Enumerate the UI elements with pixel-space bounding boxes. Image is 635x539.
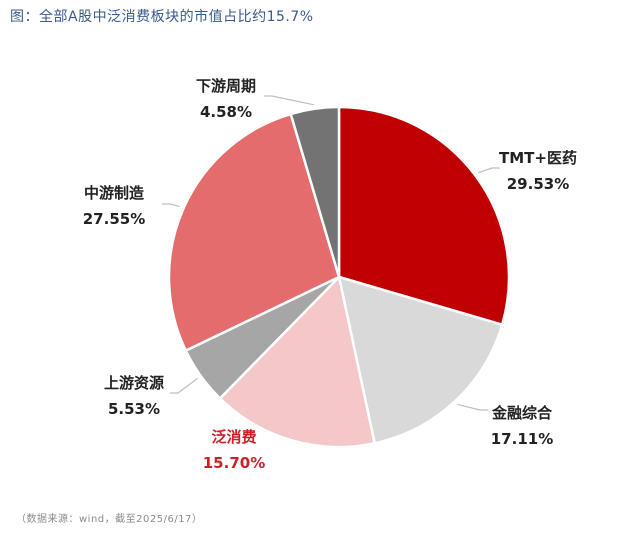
leader-line-6 xyxy=(264,95,315,106)
pie-slice-1 xyxy=(337,105,511,327)
leader-line-1 xyxy=(478,167,500,174)
leader-line-2 xyxy=(457,403,488,411)
slice-name-label: TMT+医药 xyxy=(499,149,577,167)
slice-name-label: 上游资源 xyxy=(104,374,164,392)
slice-name-label: 金融综合 xyxy=(491,404,553,422)
slice-name-label: 下游周期 xyxy=(196,77,256,95)
leader-line-5 xyxy=(162,203,181,208)
slice-value-label: 27.55% xyxy=(83,210,145,228)
slice-value-label: 5.53% xyxy=(108,400,160,418)
slice-value-label: 4.58% xyxy=(200,103,252,121)
pie-slice-5 xyxy=(167,112,341,353)
slice-value-label: 15.70% xyxy=(203,454,265,472)
pie-slices xyxy=(167,105,511,449)
leader-lines xyxy=(162,95,500,411)
leader-line-4 xyxy=(170,377,198,394)
slice-value-label: 29.53% xyxy=(507,175,569,193)
slice-name-label: 中游制造 xyxy=(84,184,144,202)
page-title: 图：全部A股中泛消费板块的市值占比约15.7% xyxy=(10,9,314,25)
pie-slice-3 xyxy=(218,274,377,449)
slice-value-label: 17.11% xyxy=(491,430,553,448)
source-note: （数据来源：wind，截至2025/6/17） xyxy=(16,514,203,525)
slice-labels: TMT+医药 29.53% 金融综合 17.11% 泛消费 15.70% 上游资源 5.53%… xyxy=(83,77,577,472)
pie-slice-6 xyxy=(289,105,341,278)
slice-name-label: 泛消费 xyxy=(211,428,256,446)
pie-slice-2 xyxy=(337,275,504,445)
